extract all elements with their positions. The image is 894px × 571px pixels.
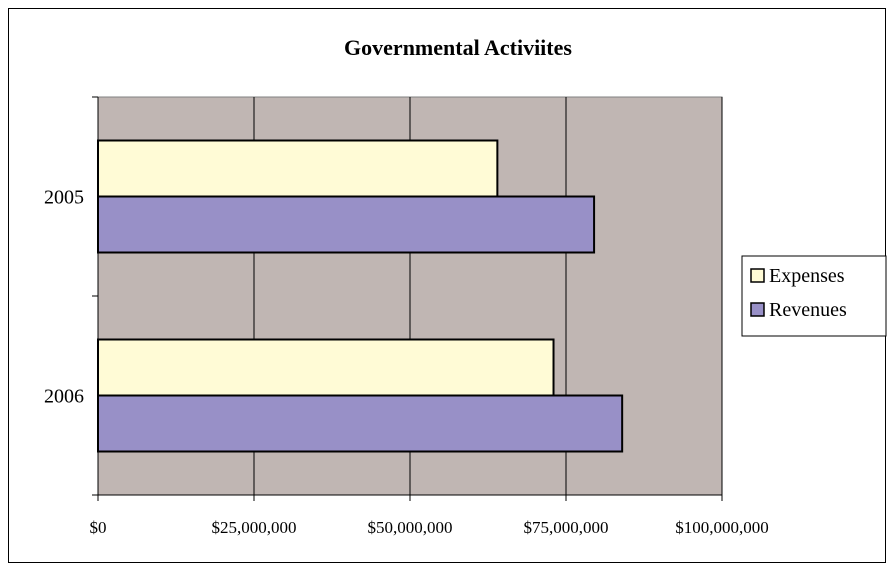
category-label: 2005	[44, 187, 84, 209]
category-label: 2006	[44, 386, 84, 408]
legend-box	[741, 255, 887, 337]
x-tick-label: $50,000,000	[368, 518, 453, 537]
legend-label-expenses: Expenses	[769, 265, 845, 287]
chart-title: Governmental Activiites	[344, 35, 572, 60]
legend-label-revenues: Revenues	[769, 299, 847, 321]
plot-area: $0 $25,000,000 $50,000,000 $75,000,000 $100,…	[44, 96, 769, 537]
x-tick-label: $100,000,000	[675, 518, 769, 537]
legend: Expenses Revenues	[741, 255, 887, 337]
bar-expenses-2005	[97, 139, 499, 198]
bar-expenses-2006	[97, 338, 555, 397]
legend-swatch-revenues	[750, 302, 765, 317]
x-tick-label: $75,000,000	[524, 518, 609, 537]
bar-revenues-2006	[97, 394, 624, 453]
legend-swatch-expenses	[750, 268, 765, 283]
bar-revenues-2005	[97, 195, 596, 254]
x-tick-label: $0	[90, 518, 107, 537]
x-tick-label: $25,000,000	[212, 518, 297, 537]
